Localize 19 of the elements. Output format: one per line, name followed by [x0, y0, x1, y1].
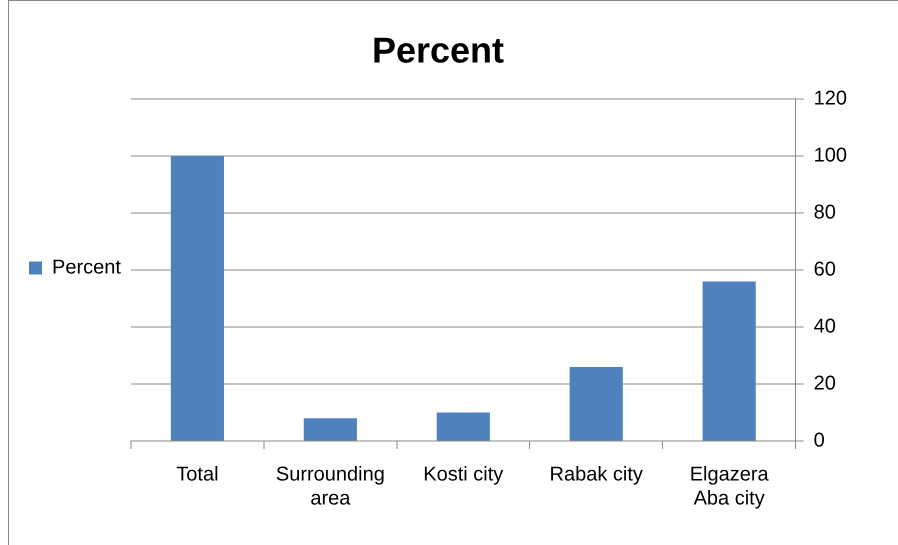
- bar: [170, 156, 224, 440]
- y-tick-label: 20: [814, 372, 836, 395]
- bar: [702, 281, 756, 440]
- x-tick-label: Rabak city: [550, 464, 643, 486]
- x-tick-label: Kosti city: [423, 464, 504, 486]
- y-tick-label: 60: [814, 258, 836, 281]
- chart-title: Percent: [372, 30, 504, 71]
- y-tick-label: 80: [814, 202, 836, 224]
- x-tick-label: Elgazera Aba city: [690, 464, 770, 510]
- y-tick-label: 40: [814, 316, 836, 338]
- bar: [304, 418, 357, 440]
- y-tick-label: 0: [814, 430, 825, 452]
- bar: [570, 366, 623, 440]
- x-tick-label: Surrounding area: [276, 464, 385, 510]
- y-tick-label: 100: [814, 144, 848, 167]
- y-tick-label: 120: [814, 88, 848, 110]
- x-tick-label: Total: [176, 464, 219, 486]
- legend-label: Percent: [52, 256, 122, 279]
- bar: [436, 412, 490, 440]
